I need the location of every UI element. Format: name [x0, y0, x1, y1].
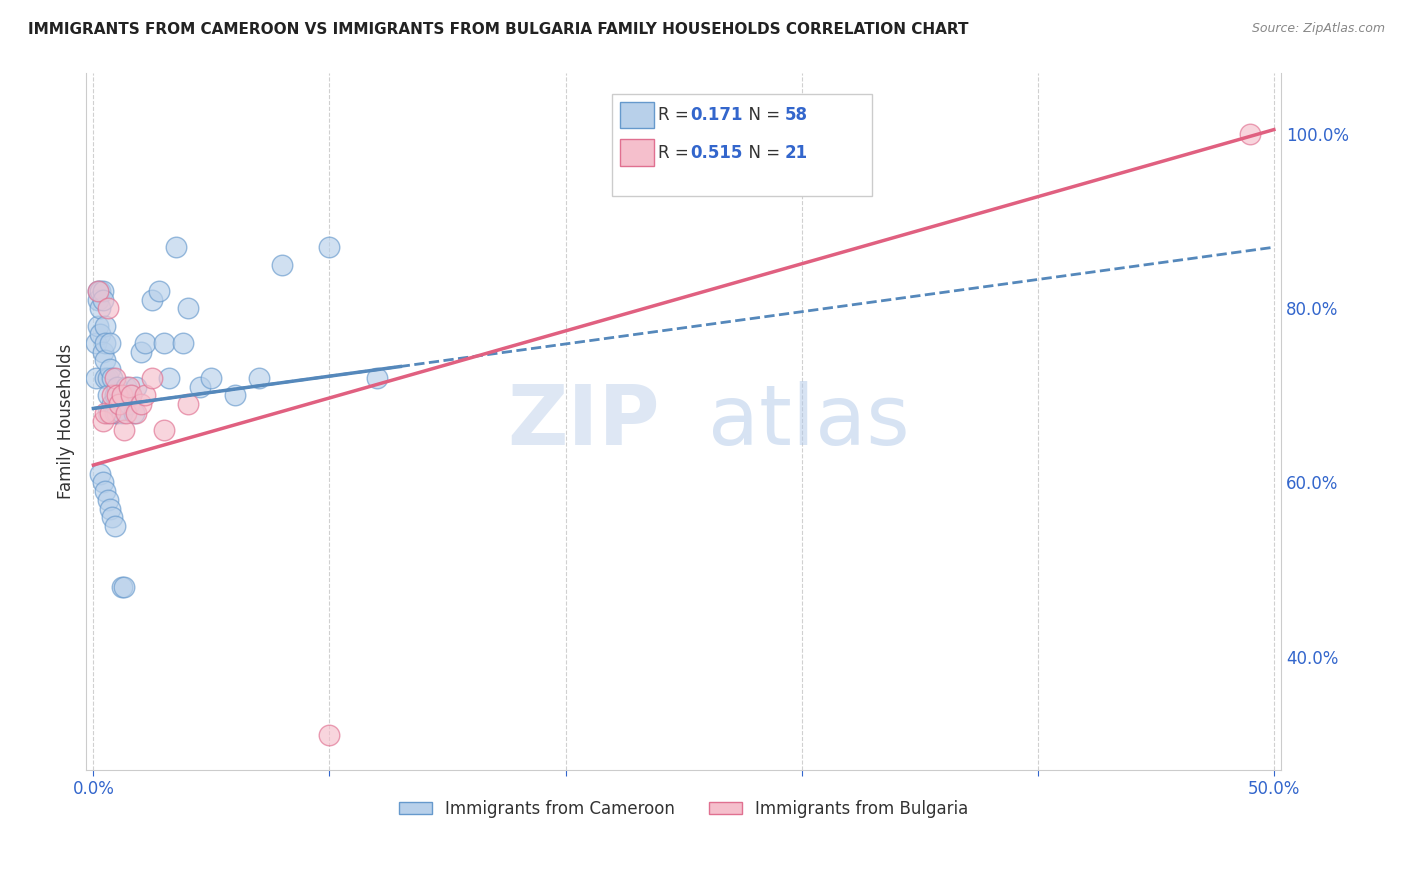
Point — [271, 258, 294, 272]
Point — [91, 475, 114, 490]
Point — [104, 406, 127, 420]
Point — [94, 353, 117, 368]
Point — [318, 240, 340, 254]
Point — [129, 344, 152, 359]
Point — [318, 728, 340, 742]
Point — [1239, 127, 1261, 141]
Point — [87, 284, 110, 298]
Point — [112, 580, 135, 594]
Point — [111, 580, 134, 594]
Text: 58: 58 — [785, 106, 807, 124]
Point — [115, 406, 138, 420]
Point — [91, 284, 114, 298]
Point — [134, 388, 156, 402]
Point — [101, 397, 124, 411]
Point — [94, 406, 117, 420]
Point — [98, 362, 121, 376]
Point — [157, 371, 180, 385]
Point — [165, 240, 187, 254]
Point — [101, 510, 124, 524]
Point — [101, 388, 124, 402]
Text: ZIP: ZIP — [508, 381, 659, 462]
Text: R =: R = — [658, 144, 695, 161]
Text: 0.171: 0.171 — [690, 106, 742, 124]
Point — [177, 397, 200, 411]
Point — [224, 388, 246, 402]
Point — [104, 371, 127, 385]
Point — [108, 397, 131, 411]
Point — [87, 293, 110, 307]
Point — [122, 406, 145, 420]
Point — [89, 284, 111, 298]
Point — [98, 501, 121, 516]
Point — [120, 388, 142, 402]
Point — [141, 293, 163, 307]
Text: IMMIGRANTS FROM CAMEROON VS IMMIGRANTS FROM BULGARIA FAMILY HOUSEHOLDS CORRELATI: IMMIGRANTS FROM CAMEROON VS IMMIGRANTS F… — [28, 22, 969, 37]
Text: R =: R = — [658, 106, 695, 124]
Text: 21: 21 — [785, 144, 807, 161]
Point — [94, 318, 117, 333]
Text: Source: ZipAtlas.com: Source: ZipAtlas.com — [1251, 22, 1385, 36]
Legend: Immigrants from Cameroon, Immigrants from Bulgaria: Immigrants from Cameroon, Immigrants fro… — [392, 793, 976, 824]
Point — [112, 423, 135, 437]
Point — [120, 388, 142, 402]
Point — [111, 388, 134, 402]
Point — [153, 336, 176, 351]
Point — [91, 293, 114, 307]
Text: N =: N = — [738, 106, 786, 124]
Text: N =: N = — [738, 144, 786, 161]
Point — [94, 484, 117, 499]
Point — [148, 284, 170, 298]
Text: 0.515: 0.515 — [690, 144, 742, 161]
Point — [87, 284, 110, 298]
Point — [84, 371, 107, 385]
Text: atlas: atlas — [707, 381, 910, 462]
Point — [188, 379, 211, 393]
Point — [125, 406, 148, 420]
Point — [89, 467, 111, 481]
Point — [108, 397, 131, 411]
Point — [200, 371, 222, 385]
Point — [96, 371, 118, 385]
Point — [118, 379, 141, 393]
Point — [105, 388, 128, 402]
Point — [91, 344, 114, 359]
Point — [118, 397, 141, 411]
Point — [134, 336, 156, 351]
Point — [172, 336, 194, 351]
Point — [104, 519, 127, 533]
Point — [96, 388, 118, 402]
Point — [105, 379, 128, 393]
Point — [84, 336, 107, 351]
Point — [98, 336, 121, 351]
Point — [89, 301, 111, 316]
Point — [141, 371, 163, 385]
Point — [112, 388, 135, 402]
Point — [87, 318, 110, 333]
Point — [105, 406, 128, 420]
Point — [177, 301, 200, 316]
Point — [89, 327, 111, 342]
Point — [366, 371, 388, 385]
Point — [94, 371, 117, 385]
Point — [153, 423, 176, 437]
Y-axis label: Family Households: Family Households — [58, 343, 75, 500]
Point — [101, 371, 124, 385]
Point — [91, 415, 114, 429]
Point — [111, 406, 134, 420]
Point — [94, 336, 117, 351]
Point — [96, 301, 118, 316]
Point — [98, 406, 121, 420]
Point — [247, 371, 270, 385]
Point — [125, 379, 148, 393]
Point — [129, 397, 152, 411]
Point — [115, 379, 138, 393]
Point — [104, 388, 127, 402]
Point — [96, 406, 118, 420]
Point — [96, 492, 118, 507]
